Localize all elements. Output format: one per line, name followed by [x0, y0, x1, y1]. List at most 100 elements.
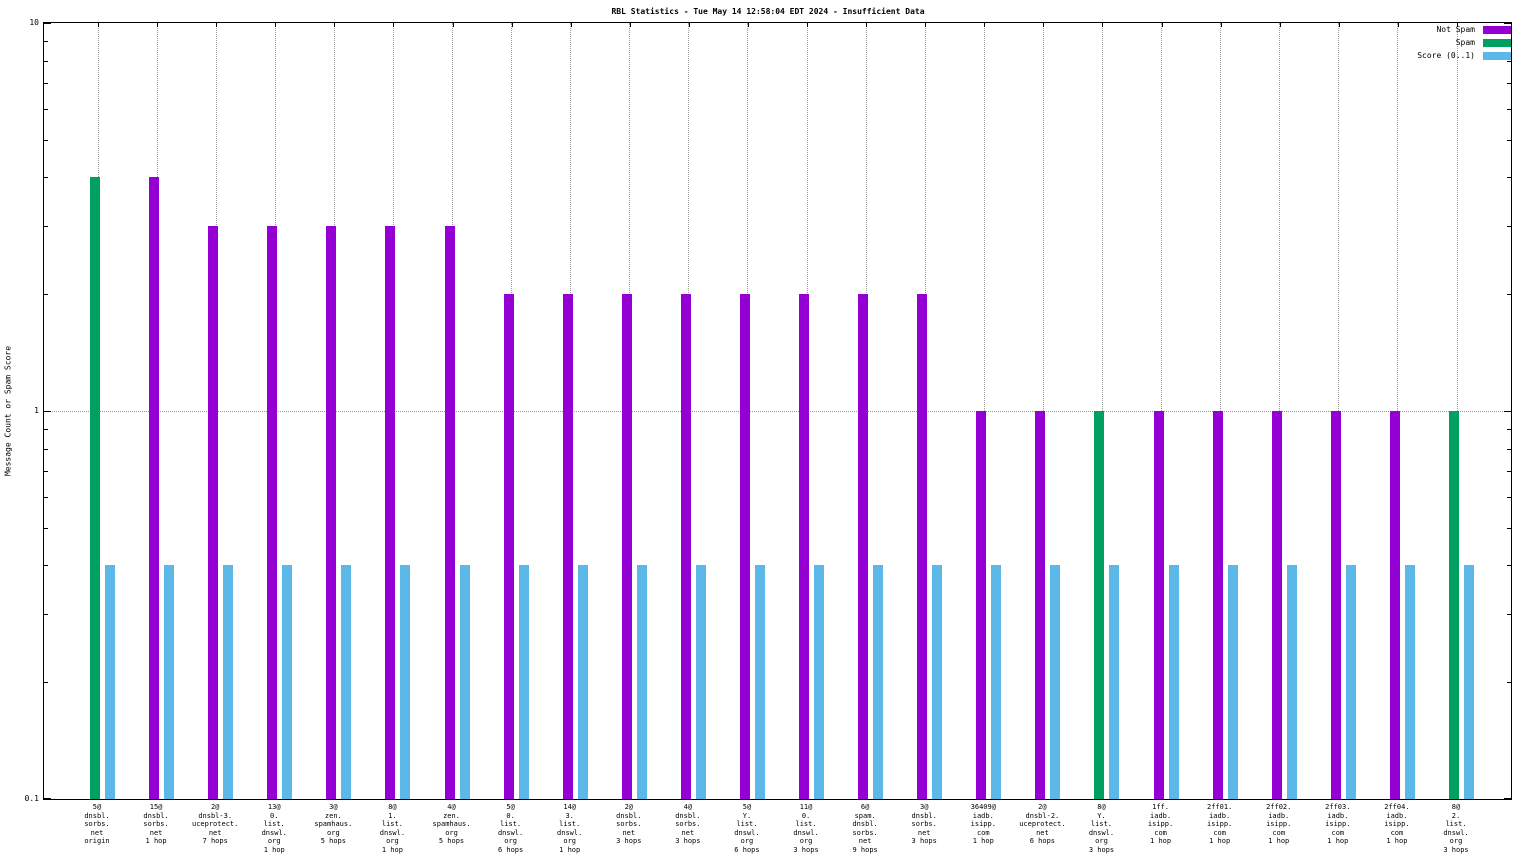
x-tick-mark	[747, 23, 749, 27]
y-tick-mark	[1507, 177, 1511, 179]
bar-not-spam	[503, 294, 514, 799]
bar-score	[991, 565, 1002, 799]
x-category-label-line: dnswl.	[497, 828, 524, 837]
bar-not-spam	[1330, 411, 1341, 799]
x-category-label-line: com	[1331, 828, 1345, 837]
bar-score	[1227, 565, 1238, 799]
bar-score	[223, 565, 234, 799]
x-category-label-line: 1 hop	[1268, 837, 1290, 846]
bar-not-spam	[917, 294, 928, 799]
bar-score	[1109, 565, 1120, 799]
bar-score	[341, 565, 352, 799]
x-tick-mark	[1220, 23, 1222, 27]
legend-swatch	[1483, 26, 1511, 34]
x-category-label-line: 1 hop	[1150, 837, 1172, 846]
x-category-label-line: org	[445, 828, 458, 837]
x-tick-mark	[157, 23, 159, 27]
x-category-label-line: 0.	[506, 811, 515, 820]
x-category-label: 8@ Y. list. dnswl. org 3 hops	[1061, 803, 1141, 855]
legend-swatch	[1483, 39, 1511, 47]
x-category-label-line: 2.	[1451, 811, 1461, 820]
x-category-label-line: uceprotect.	[1019, 820, 1066, 829]
y-tick-mark	[44, 798, 51, 799]
x-category-label-line: 1 hop	[972, 837, 994, 846]
x-tick-mark	[275, 23, 277, 27]
y-tick-mark	[1504, 23, 1511, 24]
x-category-label-line: isipp.	[970, 820, 996, 829]
x-category-label-line: origin	[84, 837, 110, 846]
y-tick-mark	[1507, 497, 1511, 499]
x-category-label-line: dnsbl.	[143, 811, 169, 820]
x-tick-mark	[570, 23, 572, 27]
x-category-label-line: list.	[1090, 820, 1112, 829]
bar-score	[164, 565, 175, 799]
y-tick-mark	[1507, 294, 1511, 296]
y-tick-mark	[1504, 411, 1511, 412]
x-category-label: 13@ 0. list. dnswl. org 1 hop	[234, 803, 314, 855]
x-category-label-line: org	[563, 837, 577, 846]
x-category-label-line: dnswl.	[1088, 828, 1115, 837]
x-category-label-line: 2@	[624, 803, 633, 811]
x-category-label-line: 1 hop	[263, 845, 285, 854]
y-tick-mark	[44, 682, 48, 684]
x-category-label-line: 5@	[506, 803, 515, 811]
y-tick-mark	[44, 60, 48, 62]
x-category-label-line: 13@	[267, 803, 281, 811]
x-category-label: 3@ zen. spamhaus. org 5 hops	[293, 803, 373, 846]
y-tick-mark	[1507, 225, 1511, 227]
bar-not-spam	[208, 225, 219, 799]
legend-label: Spam	[1455, 38, 1475, 47]
x-category-label-line: com	[1272, 828, 1286, 837]
x-category-label: 5@ 0. list. dnswl. org 6 hops	[471, 803, 551, 855]
x-category-label-line: com	[1390, 828, 1404, 837]
y-tick-mark	[44, 613, 48, 615]
x-category-label-line: 14@	[563, 803, 577, 811]
x-category-label-line: list.	[263, 820, 285, 829]
legend-swatch	[1483, 52, 1511, 60]
x-tick-mark	[1457, 23, 1458, 27]
x-category-label-line: spamhaus.	[314, 820, 353, 829]
y-tick-mark	[1507, 471, 1511, 473]
x-category-label-line: sorbs.	[911, 820, 937, 829]
x-category-label-line: spamhaus.	[432, 820, 471, 829]
x-category-label-line: isipp.	[1266, 820, 1292, 829]
x-tick-mark	[511, 23, 513, 27]
x-category-label-line: net	[1036, 828, 1049, 837]
x-category-label-line: list.	[500, 820, 522, 829]
x-category-label-line: list.	[559, 820, 581, 829]
x-category-label-line: zen.	[443, 811, 460, 820]
y-tick-mark	[1507, 682, 1511, 684]
bar-score	[1464, 565, 1474, 799]
x-category-label-line: iadb.	[972, 811, 994, 820]
x-category-label-line: dnsbl.	[675, 811, 701, 820]
x-category-label-line: net	[858, 837, 872, 846]
bar-score	[459, 565, 470, 799]
x-category-label-line: sorbs.	[84, 820, 110, 829]
x-tick-mark	[984, 23, 986, 27]
x-category-label: 14@ 3. list. dnswl. org 1 hop	[530, 803, 610, 855]
x-category-label-line: org	[327, 828, 340, 837]
x-category-label-line: sorbs.	[852, 828, 878, 837]
x-category-label-line: list.	[381, 820, 403, 829]
x-category-label: 2ff02. iadb. isipp. com 1 hop	[1239, 803, 1319, 846]
x-category-label-line: org	[267, 837, 281, 846]
bar-not-spam	[1035, 411, 1046, 799]
bar-not-spam	[385, 225, 396, 799]
x-category-label-line: 11@	[799, 803, 813, 811]
x-category-label-line: dnsbl-2.	[1025, 811, 1060, 820]
x-category-label-line: 9 hops	[852, 845, 878, 854]
x-category-label-line: 1 hop	[559, 845, 581, 854]
x-category-label-line: 36409@	[970, 803, 996, 811]
x-category-label-line: 2ff01.	[1206, 803, 1233, 811]
x-category-label-line: org	[1095, 837, 1108, 846]
x-category-label-line: sorbs.	[616, 820, 642, 829]
bar-score	[1286, 565, 1297, 799]
x-category-label-line: 3@	[329, 803, 338, 811]
x-tick-mark	[393, 23, 395, 27]
x-category-label-line: 0.	[270, 811, 279, 820]
x-category-label-line: 1 hop	[1209, 837, 1231, 846]
y-tick-mark	[1507, 428, 1511, 430]
x-category-label: 5@ dnsbl. sorbs. net origin	[57, 803, 137, 846]
x-category-label-line: org	[1449, 837, 1463, 846]
